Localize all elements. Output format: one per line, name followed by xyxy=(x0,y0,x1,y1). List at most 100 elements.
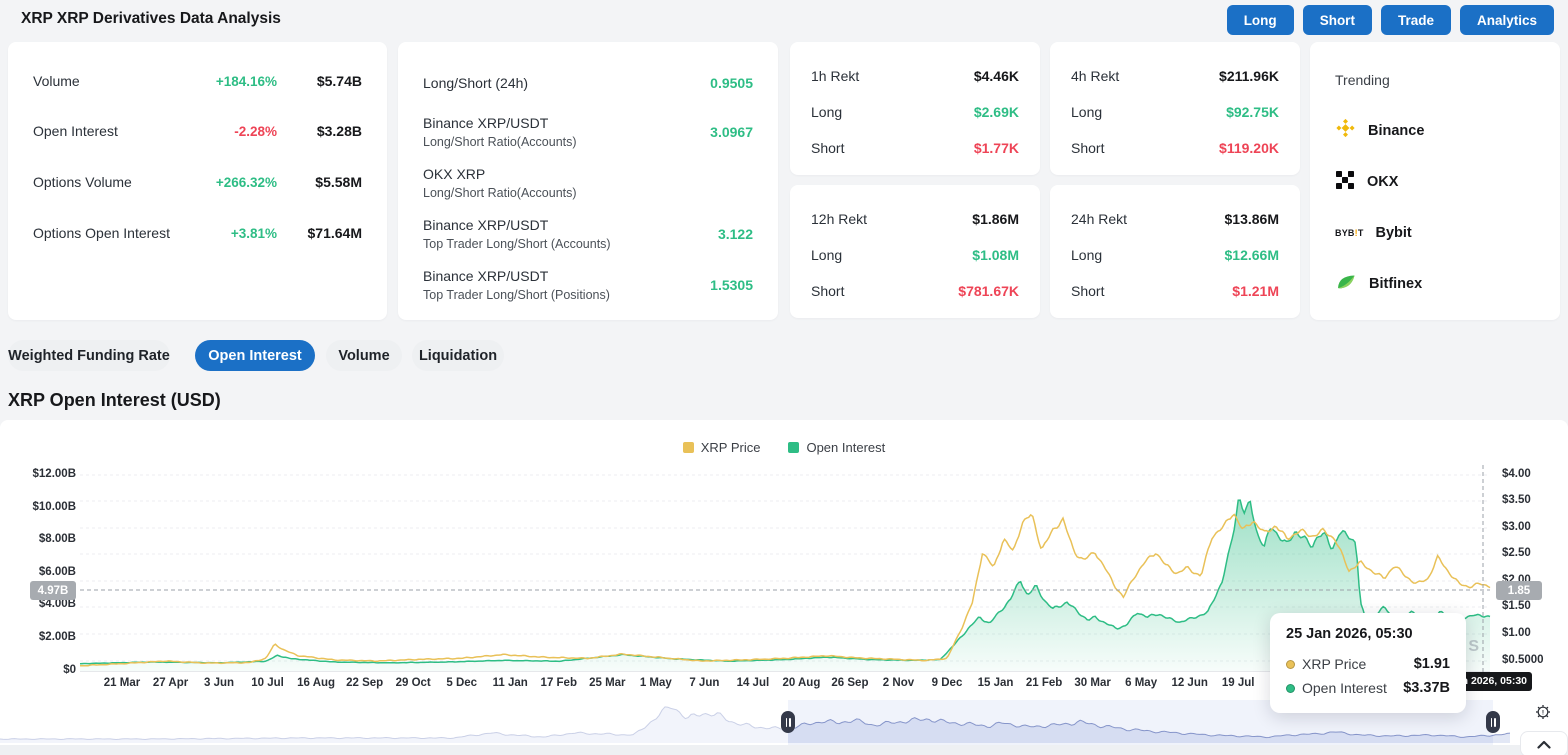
tooltip-value: $3.37B xyxy=(1403,680,1450,696)
stat-label: Open Interest xyxy=(33,123,118,139)
trending-item-bitfinex[interactable]: Bitfinex xyxy=(1335,271,1422,297)
trending-item-okx[interactable]: OKX xyxy=(1335,169,1398,195)
rekt-long-label: Long xyxy=(1071,247,1103,263)
ratio-row: Long/Short (24h) 0.9505 xyxy=(423,70,753,96)
tooltip-row: XRP Price $1.91 xyxy=(1286,652,1450,676)
axis-tick-label: 5 Dec xyxy=(446,677,478,689)
tab-open-interest[interactable]: Open Interest xyxy=(195,340,315,371)
okx-logo-icon xyxy=(1335,170,1355,195)
chart-tooltip: 25 Jan 2026, 05:30 XRP Price $1.91 Open … xyxy=(1270,613,1466,713)
rekt-long-label: Long xyxy=(811,104,843,120)
rekt-card-1h: 1h Rekt $4.46K Long $2.69K Short $1.77K xyxy=(790,42,1040,175)
trending-item-label: Binance xyxy=(1368,123,1425,139)
navigator-left-handle[interactable] xyxy=(781,711,795,733)
axis-tick-label: 16 Aug xyxy=(297,677,336,689)
stat-row-open-interest: Open Interest -2.28% $3.28B xyxy=(33,118,362,144)
axis-tick-label: 27 Apr xyxy=(152,677,189,689)
trending-title: Trending xyxy=(1335,72,1390,88)
rekt-short-label: Short xyxy=(811,140,845,156)
rekt-short-label: Short xyxy=(1071,140,1105,156)
ratio-label: Binance XRP/USDT xyxy=(423,217,549,233)
rekt-card-4h: 4h Rekt $211.96K Long $92.75K Short $119.20… xyxy=(1050,42,1300,175)
axis-tick-label: 1 May xyxy=(639,677,672,689)
navigator-scroll-strip[interactable] xyxy=(0,745,1568,755)
axis-tick-label: 25 Mar xyxy=(589,677,626,689)
axis-tick-label: 15 Jan xyxy=(977,677,1014,689)
rekt-long-value: $12.66M xyxy=(1224,247,1279,263)
stat-value: $3.28B xyxy=(316,123,362,139)
axis-tick-label: $12.00B xyxy=(32,468,76,480)
rekt-short-value: $781.67K xyxy=(958,283,1019,299)
tooltip-label: Open Interest xyxy=(1302,680,1387,696)
axis-tick-label: $4.00B xyxy=(38,598,76,610)
stat-row-options-open-interest: Options Open Interest +3.81% $71.64M xyxy=(33,220,362,246)
collapse-chart-button[interactable] xyxy=(1520,731,1568,755)
tooltip-label: XRP Price xyxy=(1302,656,1367,672)
axis-tick-label: 20 Aug xyxy=(782,677,821,689)
rekt-long-value: $1.08M xyxy=(972,247,1019,263)
rekt-short-label: Short xyxy=(1071,283,1105,299)
stat-value: $5.74B xyxy=(316,73,362,89)
crosshair-date-badge: 25 Jan 2026, 05:30 xyxy=(1462,672,1532,691)
trending-item-label: Bybit xyxy=(1375,225,1412,241)
axis-tick-label: 26 Sep xyxy=(831,677,869,689)
trending-item-bybit[interactable]: BYB!T Bybit xyxy=(1335,220,1412,246)
tooltip-date: 25 Jan 2026, 05:30 xyxy=(1286,626,1413,642)
rekt-card-12h: 12h Rekt $1.86M Long $1.08M Short $781.67K xyxy=(790,185,1040,318)
open-interest-swatch-icon xyxy=(788,442,800,453)
xrp-price-dot-icon xyxy=(1286,659,1295,669)
ratio-label: Binance XRP/USDT xyxy=(423,268,549,284)
short-button[interactable]: Short xyxy=(1302,5,1372,35)
axis-tick-label: 9 Dec xyxy=(931,677,963,689)
axis-tick-label: $10.00B xyxy=(32,501,76,513)
analytics-button[interactable]: Analytics xyxy=(1459,5,1554,35)
tab-volume[interactable]: Volume xyxy=(326,340,402,371)
binance-logo-icon xyxy=(1335,118,1356,144)
legend-item-open-interest[interactable]: Open Interest xyxy=(788,440,885,455)
axis-tick-label: $2.00B xyxy=(38,631,76,643)
crosshair-right-value-badge: 1.85 xyxy=(1496,581,1542,600)
stat-value: $5.58M xyxy=(315,174,362,190)
rekt-long-label: Long xyxy=(811,247,843,263)
rekt-period: 4h Rekt xyxy=(1071,68,1120,84)
page-title: XRP XRP Derivatives Data Analysis xyxy=(21,10,281,27)
stat-label: Volume xyxy=(33,73,80,89)
market-stats-card: Volume +184.16% $5.74B Open Interest -2.… xyxy=(8,42,387,320)
axis-tick-label: $8.00B xyxy=(38,533,76,545)
ratio-sublabel: Top Trader Long/Short (Positions) xyxy=(423,288,610,302)
rekt-total: $211.96K xyxy=(1219,68,1279,84)
rekt-total: $13.86M xyxy=(1224,211,1279,227)
axis-tick-label: $0.5000 xyxy=(1502,654,1544,666)
ratio-sublabel: Long/Short Ratio(Accounts) xyxy=(423,186,577,200)
navigator-right-handle[interactable] xyxy=(1486,711,1500,733)
axis-tick-label: 22 Sep xyxy=(346,677,384,689)
rekt-short-label: Short xyxy=(811,283,845,299)
chart-legend: XRP Price Open Interest xyxy=(0,440,1568,455)
ratio-sublabel: Top Trader Long/Short (Accounts) xyxy=(423,237,611,251)
svg-text:!: ! xyxy=(1542,709,1544,716)
axis-tick-label: 3 Jun xyxy=(204,677,235,689)
stat-label: Options Open Interest xyxy=(33,225,170,241)
tooltip-value: $1.91 xyxy=(1413,656,1450,672)
rekt-short-value: $1.21M xyxy=(1232,283,1279,299)
long-button[interactable]: Long xyxy=(1226,5,1294,35)
trade-button[interactable]: Trade xyxy=(1380,5,1451,35)
rekt-long-value: $92.75K xyxy=(1226,104,1279,120)
long-short-ratio-card: Long/Short (24h) 0.9505 Binance XRP/USDT… xyxy=(398,42,778,320)
axis-tick-label: 7 Jun xyxy=(689,677,720,689)
ratio-label: Long/Short (24h) xyxy=(423,75,529,91)
axis-tick-label: 30 Mar xyxy=(1074,677,1111,689)
chevron-up-icon xyxy=(1537,740,1551,749)
legend-item-xrp-price[interactable]: XRP Price xyxy=(682,440,760,455)
chart-title: XRP Open Interest (USD) xyxy=(8,390,221,410)
trending-item-binance[interactable]: Binance xyxy=(1335,118,1424,144)
tab-liquidation[interactable]: Liquidation xyxy=(412,340,504,371)
rekt-short-value: $119.20K xyxy=(1219,140,1279,156)
tab-weighted-funding-rate[interactable]: Weighted Funding Rate xyxy=(8,340,170,371)
axis-tick-label: 21 Feb xyxy=(1025,677,1063,689)
bitfinex-logo-icon xyxy=(1335,271,1357,298)
rekt-period: 12h Rekt xyxy=(811,211,868,227)
ratio-sublabel: Long/Short Ratio(Accounts) xyxy=(423,135,577,149)
trending-card: Trending Binance OKX BYB!T Bybit xyxy=(1310,42,1560,320)
chart-settings-gear-icon[interactable]: ! xyxy=(1529,698,1557,726)
